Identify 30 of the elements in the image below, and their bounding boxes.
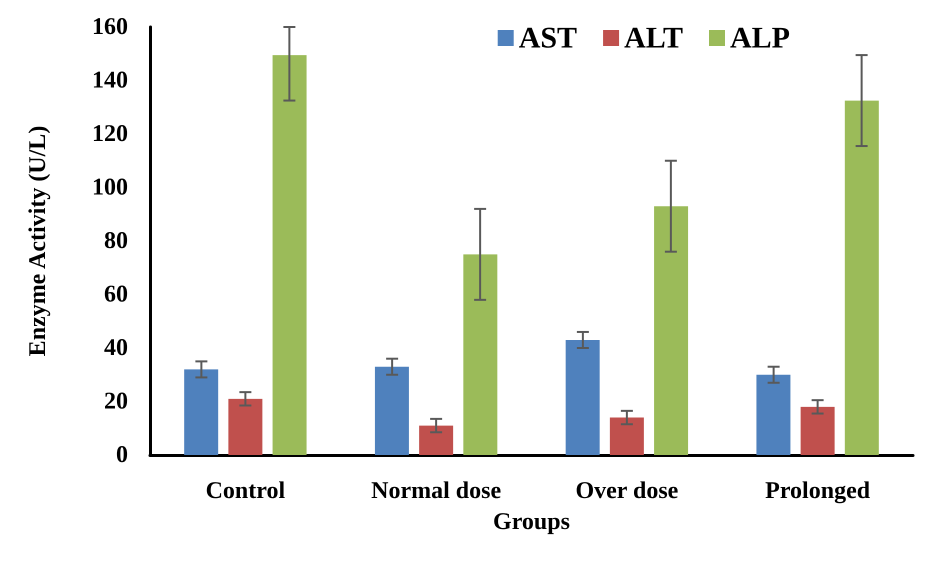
bar <box>756 374 790 455</box>
bar <box>184 369 218 455</box>
y-tick-label: 80 <box>104 228 128 254</box>
bar <box>272 55 307 455</box>
y-tick-label: 60 <box>104 282 128 308</box>
legend-label: AST <box>518 22 578 54</box>
y-tick-label: 160 <box>92 14 128 40</box>
x-tick-label: Normal dose <box>371 478 502 504</box>
x-tick-label: Over dose <box>575 478 679 504</box>
bar <box>228 398 262 455</box>
x-axis-title: Groups <box>493 509 570 535</box>
bar <box>654 206 688 455</box>
bar <box>844 100 879 455</box>
bar <box>374 366 409 455</box>
legend-label: ALT <box>624 22 684 54</box>
legend-label: ALP <box>730 22 790 54</box>
bar <box>419 426 454 455</box>
y-tick-label: 140 <box>92 68 128 94</box>
x-tick-label: Prolonged <box>765 478 871 504</box>
y-tick-label: 120 <box>92 121 128 147</box>
bar <box>610 418 644 455</box>
x-tick-label: Control <box>206 478 286 504</box>
bar <box>566 340 600 455</box>
y-tick-label: 0 <box>116 442 128 468</box>
y-tick-label: 100 <box>92 174 128 200</box>
bar <box>463 254 498 455</box>
y-axis-title: Enzyme Activity (U/L) <box>25 126 51 356</box>
y-tick-label: 20 <box>104 388 128 414</box>
bar <box>800 406 835 455</box>
y-tick-label: 40 <box>104 335 128 361</box>
